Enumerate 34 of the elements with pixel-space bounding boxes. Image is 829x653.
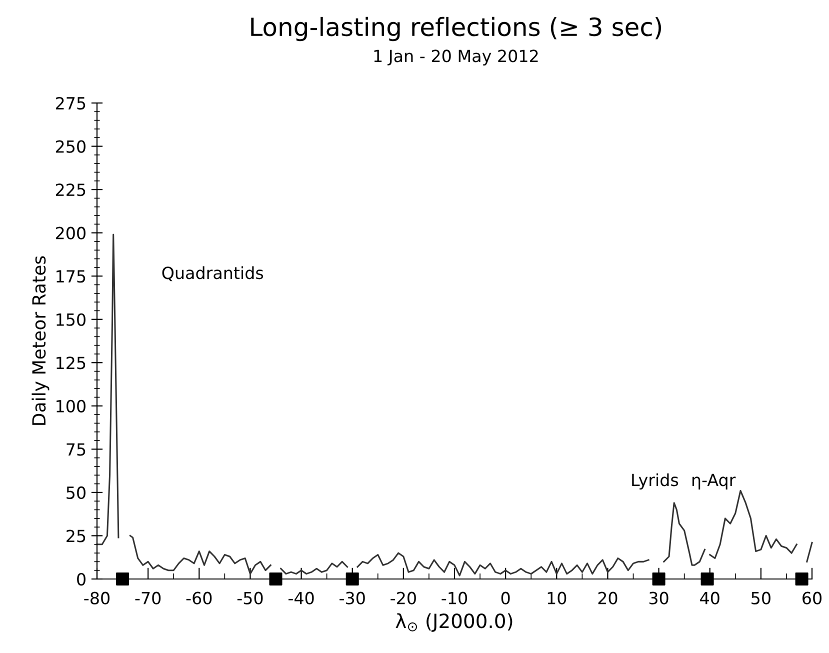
annotation: Lyrids bbox=[632, 473, 678, 490]
y-tick-label: 100 bbox=[56, 400, 86, 412]
y-tick-label: 0 bbox=[77, 572, 86, 586]
y-tick-label: 225 bbox=[56, 184, 86, 196]
x-tick-label: -20 bbox=[390, 592, 416, 604]
y-tick-label: 75 bbox=[66, 443, 86, 456]
x-tick-label: -30 bbox=[340, 592, 365, 604]
x-tick-label: 30 bbox=[649, 592, 668, 604]
y-tick-label: 175 bbox=[56, 270, 86, 283]
x-tick-label: 0 bbox=[501, 592, 510, 604]
y-tick-label: 150 bbox=[56, 313, 86, 326]
x-tick-label: -70 bbox=[135, 592, 161, 604]
x-tick-label: -50 bbox=[237, 592, 263, 604]
y-tick-label: 25 bbox=[66, 530, 86, 542]
x-tick-label: 20 bbox=[598, 592, 618, 604]
x-axis-title: λ$_{⊙}$ (J2000.0) bbox=[396, 613, 512, 632]
x-tick-label: 10 bbox=[548, 592, 566, 604]
y-tick-label: 50 bbox=[66, 486, 86, 500]
x-tick-label: -10 bbox=[442, 592, 468, 604]
y-axis-title: Daily Meteor Rates bbox=[32, 256, 50, 425]
y-tick-label: 200 bbox=[56, 226, 86, 240]
x-tick-label: 60 bbox=[802, 592, 822, 604]
x-tick-label: -60 bbox=[186, 592, 212, 604]
annotation: η-Aqr bbox=[692, 474, 736, 490]
chart-title: Long-lasting reflections (≥ 3 sec) bbox=[251, 16, 662, 42]
y-tick-label: 125 bbox=[56, 356, 86, 370]
x-tick-label: -80 bbox=[84, 592, 110, 604]
x-tick-label: 40 bbox=[700, 592, 720, 604]
y-tick-label: 275 bbox=[56, 96, 86, 110]
annotation: Quadrantids bbox=[162, 266, 264, 282]
x-tick-label: 50 bbox=[752, 592, 770, 604]
y-tick-label: 250 bbox=[56, 140, 86, 153]
x-tick-label: -40 bbox=[288, 592, 314, 604]
chart-subtitle: 1 Jan - 20 May 2012 bbox=[374, 50, 538, 66]
